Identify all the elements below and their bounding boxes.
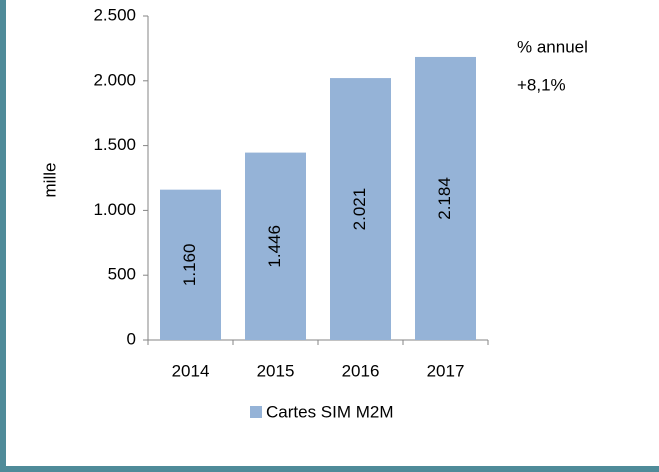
legend-label: Cartes SIM M2M [266, 402, 394, 421]
x-tick-label: 2015 [257, 361, 295, 380]
x-tick-label: 2014 [172, 361, 210, 380]
y-tick-label: 0 [127, 329, 136, 348]
y-tick-label: 1.500 [93, 135, 136, 154]
data-label: 1.446 [265, 225, 284, 268]
data-label: 1.160 [180, 244, 199, 287]
x-tick-label: 2017 [427, 361, 465, 380]
bar [415, 56, 476, 340]
annotation: % annuel [517, 37, 588, 56]
annotation: +8,1% [517, 75, 566, 94]
y-tick-label: 2.500 [93, 5, 136, 24]
bar [245, 152, 306, 340]
data-label: 2.184 [435, 177, 454, 220]
y-tick-label: 500 [108, 265, 136, 284]
y-tick-label: 1.000 [93, 200, 136, 219]
legend-swatch [250, 406, 262, 418]
chart: mille % annuel +8,1% 0 500 1.000 1.500 2.000… [40, 5, 588, 421]
x-tick-label: 2016 [342, 361, 380, 380]
y-axis-label: mille [40, 163, 59, 198]
bar [160, 189, 221, 340]
y-tick-label: 2.000 [93, 70, 136, 89]
bar [330, 78, 391, 340]
data-label: 2.021 [350, 188, 369, 231]
